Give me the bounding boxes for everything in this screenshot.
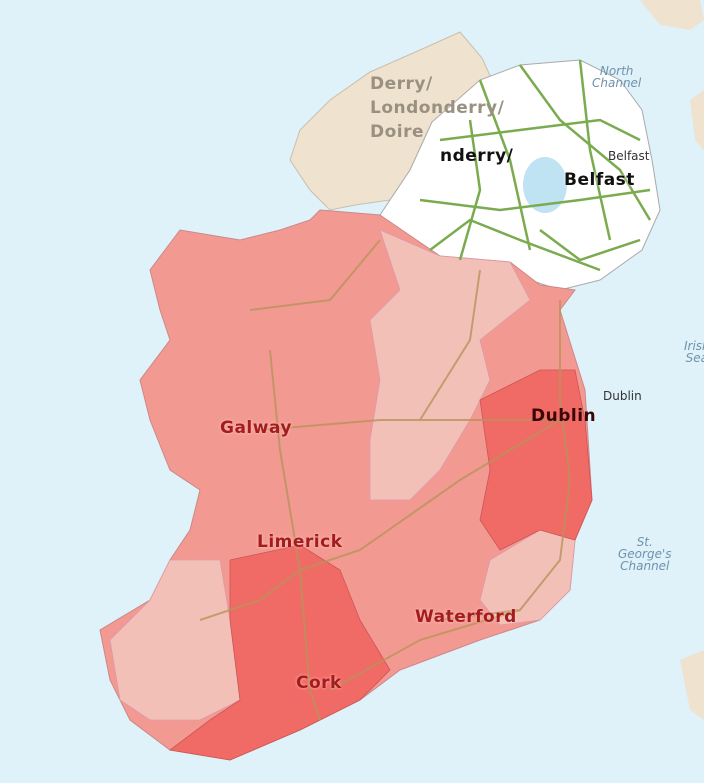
dublin-label: Dublin [531, 406, 597, 426]
roads-ni [419, 59, 652, 272]
irish-sea-label: Irish Sea [684, 340, 704, 364]
cork-label: Cork [296, 673, 342, 693]
dublin-small-label: Dublin [603, 389, 642, 403]
derry-label-line2: Londonderry/ [370, 98, 505, 118]
north-channel-label: North Channel [592, 65, 641, 89]
derry-label-line1: Derry/ [370, 74, 433, 94]
sea-label-line: Irish [684, 339, 704, 353]
sea-label-line: St. [636, 535, 653, 549]
roads-roi [199, 239, 572, 721]
sea-label-line: Channel [620, 559, 670, 573]
cork-dark-region [169, 544, 391, 761]
galway-label: Galway [220, 418, 292, 438]
sea-label-line: Sea [685, 351, 704, 365]
lough-neagh [523, 157, 567, 213]
derry-label: Derry/ Londonderry/ Doire [370, 72, 504, 144]
sea-label-line: Channel [592, 76, 642, 90]
sea-label-line: George's [618, 547, 672, 561]
derry-label-line3: Doire [370, 122, 425, 142]
waterford-label: Waterford [415, 607, 517, 627]
st-georges-channel-label: St. George's Channel [618, 536, 672, 572]
limerick-label: Limerick [257, 532, 343, 552]
sea-label-line: North [599, 64, 634, 78]
dublin-dark-region [479, 369, 593, 551]
derry-overlay-label: nderry/ [440, 146, 514, 166]
midlands-light-region [369, 229, 531, 501]
belfast-label: Belfast [564, 170, 635, 190]
belfast-small-label: Belfast [608, 149, 650, 163]
